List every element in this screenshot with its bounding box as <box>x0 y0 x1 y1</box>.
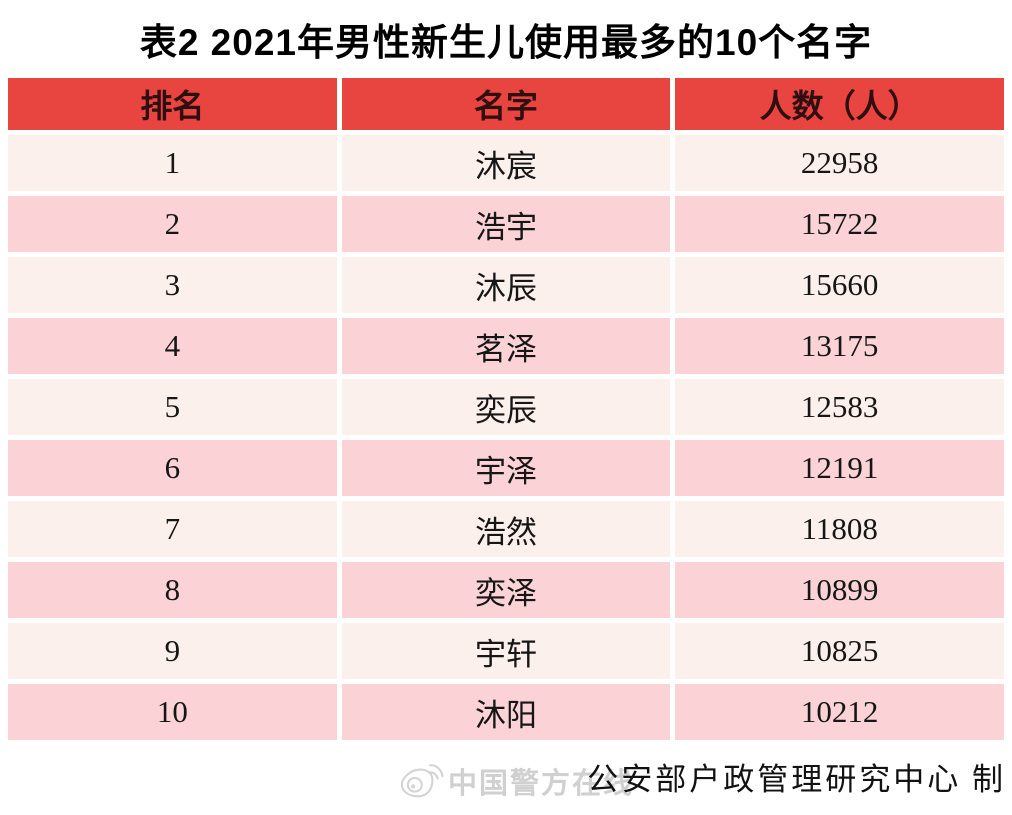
watermark: 中国警方在线 <box>398 760 634 802</box>
rank-cell: 4 <box>8 318 337 374</box>
name-cell: 浩宇 <box>341 196 671 252</box>
rank-cell: 1 <box>8 135 337 191</box>
name-cell: 沐辰 <box>341 257 671 313</box>
count-cell: 10212 <box>675 684 1004 740</box>
names-table: 排名 名字 人数（人） 1 沐宸 22958 2 浩宇 15722 3 沐辰 1… <box>8 78 1004 740</box>
name-cell: 沐宸 <box>341 135 671 191</box>
count-cell: 15660 <box>675 257 1004 313</box>
watermark-text: 中国警方在线 <box>448 768 635 800</box>
count-cell: 12191 <box>675 440 1004 496</box>
rank-cell: 2 <box>8 196 337 252</box>
rank-cell: 6 <box>8 440 337 496</box>
credit-text: 公安部户政管理研究中心 制 <box>587 762 1006 797</box>
name-cell: 奕辰 <box>341 379 671 435</box>
rank-cell: 9 <box>8 623 337 679</box>
count-cell: 15722 <box>675 196 1004 252</box>
count-cell: 13175 <box>675 318 1004 374</box>
column-header-count: 人数（人） <box>675 78 1004 130</box>
count-cell: 11808 <box>675 501 1004 557</box>
rank-cell: 3 <box>8 257 337 313</box>
weibo-icon <box>398 760 444 802</box>
figure-footer: 中国警方在线 公安部户政管理研究中心 制 <box>0 746 1012 815</box>
column-header-name: 名字 <box>341 78 671 130</box>
count-cell: 10825 <box>675 623 1004 679</box>
name-cell: 浩然 <box>341 501 671 557</box>
name-cell: 沐阳 <box>341 684 671 740</box>
name-cell: 宇轩 <box>341 623 671 679</box>
name-cell: 宇泽 <box>341 440 671 496</box>
rank-cell: 8 <box>8 562 337 618</box>
count-cell: 10899 <box>675 562 1004 618</box>
count-cell: 22958 <box>675 135 1004 191</box>
column-header-rank: 排名 <box>8 78 337 130</box>
count-cell: 12583 <box>675 379 1004 435</box>
name-cell: 奕泽 <box>341 562 671 618</box>
rank-cell: 7 <box>8 501 337 557</box>
figure-title: 表2 2021年男性新生儿使用最多的10个名字 <box>139 22 873 63</box>
rank-cell: 10 <box>8 684 337 740</box>
rank-cell: 5 <box>8 379 337 435</box>
name-cell: 茗泽 <box>341 318 671 374</box>
